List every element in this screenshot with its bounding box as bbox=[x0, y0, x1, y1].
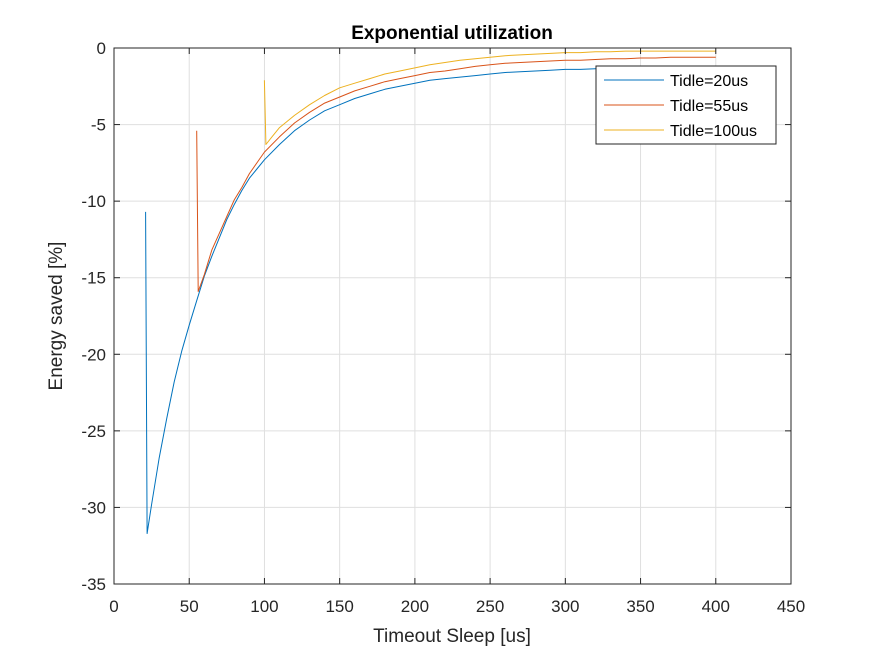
y-tick-label: -20 bbox=[81, 345, 106, 364]
x-tick-label: 300 bbox=[551, 597, 579, 616]
x-tick-label: 100 bbox=[250, 597, 278, 616]
y-tick-label: -5 bbox=[91, 116, 106, 135]
x-tick-label: 200 bbox=[401, 597, 429, 616]
series-line-2 bbox=[196, 56, 716, 292]
y-tick-label: -15 bbox=[81, 269, 106, 288]
x-tick-label: 50 bbox=[180, 597, 199, 616]
x-tick-label: 350 bbox=[626, 597, 654, 616]
y-tick-label: 0 bbox=[97, 39, 106, 58]
series-line-3 bbox=[263, 50, 716, 145]
chart-title: Exponential utilization bbox=[351, 23, 553, 44]
y-tick-label: -35 bbox=[81, 575, 106, 594]
x-axis-label: Timeout Sleep [us] bbox=[373, 626, 531, 647]
legend-label-3: Tidle=100us bbox=[670, 123, 757, 140]
y-tick-label: -30 bbox=[81, 498, 106, 517]
axis-ticks: 0 50 100 150 200 250 300 350 400 450 0 -5 -10 -15 -20 -… bbox=[81, 39, 805, 616]
y-tick-label: -10 bbox=[81, 192, 106, 211]
legend-label-2: Tidle=55us bbox=[670, 98, 748, 115]
y-tick-label: -25 bbox=[81, 422, 106, 441]
legend-label-1: Tidle=20us bbox=[670, 73, 748, 90]
legend: Tidle=20us Tidle=55us Tidle=100us bbox=[595, 65, 777, 145]
y-axis-label: Energy saved [%] bbox=[46, 242, 67, 391]
x-tick-label: 250 bbox=[476, 597, 504, 616]
x-tick-label: 0 bbox=[109, 597, 118, 616]
plot-frame bbox=[113, 47, 792, 585]
x-tick-label: 150 bbox=[325, 597, 353, 616]
x-tick-label: 400 bbox=[702, 597, 730, 616]
x-tick-label: 450 bbox=[777, 597, 805, 616]
